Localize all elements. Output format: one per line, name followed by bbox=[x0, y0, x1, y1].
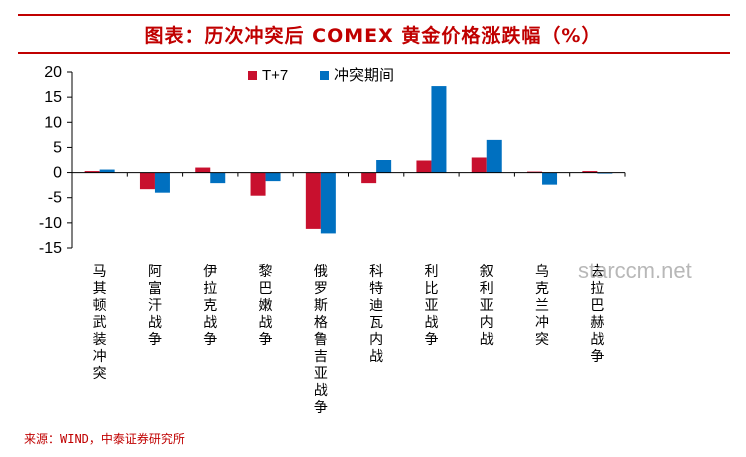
title-top-rule bbox=[18, 14, 730, 16]
y-tick-label: 20 bbox=[44, 64, 62, 81]
bar-period bbox=[210, 172, 226, 184]
bar-period bbox=[320, 172, 336, 234]
category-label: 阿富汗战争 bbox=[148, 264, 162, 348]
legend-swatch-period bbox=[320, 71, 329, 80]
y-tick-label: 10 bbox=[44, 114, 62, 131]
source-note: 来源：WIND，中泰证券研究所 bbox=[24, 432, 185, 446]
bar-period bbox=[154, 172, 170, 193]
category-label: 黎巴嫩战争 bbox=[259, 264, 273, 348]
bar-t7 bbox=[416, 160, 432, 173]
category-label: 科特迪瓦内战 bbox=[369, 264, 383, 365]
category-label: 马其顿武装冲突 bbox=[93, 264, 107, 382]
bar-t7 bbox=[471, 157, 487, 173]
legend-label: T+7 bbox=[262, 67, 288, 84]
bar-period bbox=[376, 160, 392, 173]
bar-period bbox=[597, 172, 613, 174]
bar-t7 bbox=[250, 172, 266, 196]
bar-t7 bbox=[195, 167, 211, 173]
y-tick-label: -15 bbox=[39, 240, 62, 257]
bar-t7 bbox=[582, 171, 598, 173]
y-tick-label: 5 bbox=[53, 139, 62, 156]
category-label: 伊拉克战争 bbox=[203, 264, 217, 348]
legend-swatch-t7 bbox=[248, 71, 257, 80]
y-tick-label: -10 bbox=[39, 215, 62, 232]
title-bottom-rule bbox=[18, 52, 730, 54]
bar-t7 bbox=[84, 171, 100, 173]
bar-t7 bbox=[139, 172, 155, 190]
category-label: 去拉巴赫战争 bbox=[590, 264, 604, 365]
legend-label: 冲突期间 bbox=[334, 67, 394, 84]
bar-period bbox=[99, 169, 115, 173]
bar-t7 bbox=[305, 172, 321, 229]
chart-title: 图表：历次冲突后 COMEX 黄金价格涨跌幅（%） bbox=[144, 25, 602, 47]
category-label: 乌克兰冲突 bbox=[535, 264, 549, 348]
bar-period bbox=[431, 86, 447, 173]
y-tick-label: 15 bbox=[44, 89, 62, 106]
bar-t7 bbox=[527, 171, 543, 173]
bar-period bbox=[486, 139, 502, 173]
category-label: 叙利亚内战 bbox=[480, 263, 494, 348]
bar-period bbox=[265, 172, 281, 182]
y-tick-label: -5 bbox=[48, 190, 62, 207]
bar-period bbox=[542, 172, 558, 185]
y-tick-label: 0 bbox=[53, 165, 62, 182]
watermark: starccm.net bbox=[578, 258, 692, 283]
category-label: 俄罗斯格鲁吉亚战争 bbox=[314, 264, 328, 416]
category-label: 利比亚战争 bbox=[424, 264, 438, 348]
bar-t7 bbox=[361, 172, 377, 184]
